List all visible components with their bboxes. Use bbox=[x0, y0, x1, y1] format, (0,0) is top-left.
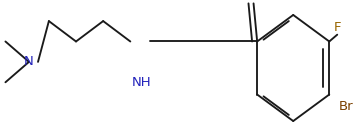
Text: NH: NH bbox=[132, 76, 152, 89]
Text: N: N bbox=[24, 55, 34, 68]
Text: Br: Br bbox=[338, 100, 353, 113]
Text: F: F bbox=[333, 21, 341, 34]
